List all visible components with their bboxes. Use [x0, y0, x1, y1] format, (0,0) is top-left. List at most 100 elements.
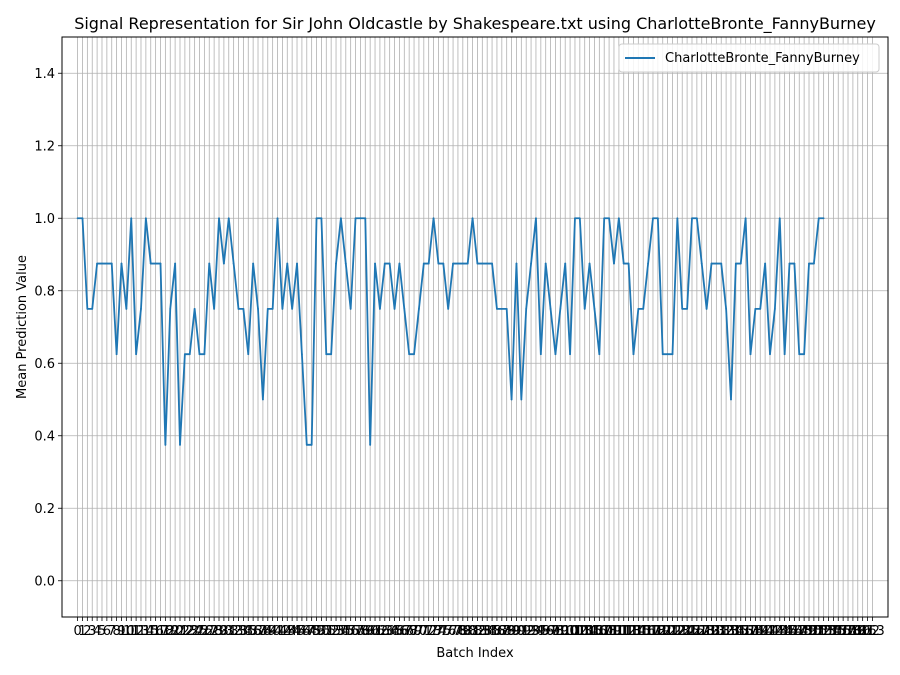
- x-tick-label: 123: [665, 624, 690, 639]
- data-point: [261, 398, 264, 401]
- data-point: [730, 398, 732, 401]
- x-tick-label: 24: [186, 624, 203, 639]
- x-tick-label: 60: [362, 624, 379, 639]
- x-tick-label: 12: [128, 624, 145, 639]
- x-tick-label: 160: [845, 624, 870, 639]
- data-point: [461, 262, 464, 265]
- data-point: [803, 353, 806, 356]
- data-point: [183, 353, 186, 356]
- x-tick-label: 77: [445, 624, 462, 639]
- data-point: [500, 307, 503, 310]
- data-point: [715, 262, 718, 265]
- data-point: [398, 262, 401, 265]
- x-tick-label: 125: [675, 624, 700, 639]
- data-point: [554, 353, 557, 356]
- data-point: [691, 217, 693, 220]
- x-tick-label: 40: [264, 624, 281, 639]
- data-point: [91, 307, 94, 310]
- x-tick-label: 142: [758, 624, 783, 639]
- x-tick-label: 124: [670, 624, 695, 639]
- data-point: [535, 217, 537, 220]
- data-point: [617, 217, 620, 220]
- x-tick-label: 97: [542, 624, 559, 639]
- x-tick-label: 46: [294, 624, 311, 639]
- data-point: [437, 262, 440, 265]
- data-point: [125, 307, 128, 310]
- x-gridlines: [77, 37, 873, 617]
- data-point: [86, 307, 89, 310]
- x-tick-label: 90: [508, 624, 525, 639]
- data-point: [749, 353, 752, 356]
- x-tick-label: 47: [299, 624, 316, 639]
- x-tick-label: 67: [396, 624, 413, 639]
- x-tick-label: 64: [381, 624, 398, 639]
- x-tick-label: 13: [133, 624, 150, 639]
- x-tick-label: 56: [342, 624, 359, 639]
- data-point: [773, 307, 776, 310]
- x-tick-label: 98: [547, 624, 564, 639]
- data-point: [466, 262, 469, 265]
- data-point: [198, 353, 201, 356]
- data-point: [164, 443, 167, 446]
- x-tick-label: 136: [728, 624, 753, 639]
- x-tick-label: 0: [73, 624, 81, 639]
- x-tick-label: 5: [98, 624, 106, 639]
- y-gridlines: [62, 72, 888, 582]
- data-point: [310, 443, 313, 446]
- x-tick-label: 45: [289, 624, 306, 639]
- data-point: [666, 353, 669, 356]
- x-tick-label: 115: [626, 624, 651, 639]
- x-tick-label: 127: [684, 624, 709, 639]
- data-point: [447, 307, 450, 310]
- data-point: [320, 217, 323, 220]
- x-tick-label: 95: [533, 624, 550, 639]
- x-tick-label: 150: [797, 624, 822, 639]
- data-point: [135, 353, 138, 356]
- x-tick-label: 20: [167, 624, 184, 639]
- series-layer: [76, 217, 825, 446]
- data-point: [442, 262, 445, 265]
- data-point: [671, 353, 674, 356]
- x-tick-label: 4: [93, 624, 101, 639]
- x-tick-label: 111: [606, 624, 631, 639]
- data-point: [637, 307, 640, 310]
- data-point: [349, 307, 352, 310]
- x-tick-label: 7: [108, 624, 116, 639]
- x-tick-label: 53: [328, 624, 345, 639]
- data-point: [110, 262, 113, 265]
- x-tick-label: 1: [78, 624, 86, 639]
- data-point: [788, 262, 791, 265]
- data-point: [476, 262, 479, 265]
- x-tick-label: 17: [152, 624, 169, 639]
- x-tick-label: 87: [494, 624, 511, 639]
- data-point: [510, 398, 513, 401]
- x-tick-label: 118: [641, 624, 666, 639]
- data-point: [520, 398, 523, 401]
- x-tick-label: 102: [563, 624, 588, 639]
- data-point: [369, 443, 372, 446]
- x-tick-label: 58: [352, 624, 369, 639]
- data-point: [700, 262, 703, 265]
- x-tick-label: 117: [636, 624, 661, 639]
- data-point: [754, 307, 757, 310]
- x-tick-label: 99: [552, 624, 569, 639]
- x-tick-label: 149: [792, 624, 817, 639]
- y-axis-ticks: 0.0 0.2 0.4 0.6 0.8 1.0 1.2 1.4: [34, 67, 62, 589]
- data-point: [608, 217, 610, 220]
- x-tick-label: 145: [772, 624, 797, 639]
- data-point: [315, 217, 318, 220]
- data-point: [340, 217, 342, 220]
- data-point: [301, 353, 303, 356]
- data-point: [559, 307, 562, 310]
- x-tick-label: 3: [88, 624, 96, 639]
- y-tick-label: 0.6: [34, 357, 55, 372]
- data-point: [793, 262, 796, 265]
- data-point: [174, 262, 177, 265]
- data-point: [759, 307, 762, 310]
- data-point: [252, 262, 255, 265]
- data-point: [374, 262, 376, 265]
- data-point: [739, 262, 742, 265]
- x-axis-ticks: 0123456789101112131415161718192021222324…: [73, 617, 885, 639]
- x-tick-label: 79: [455, 624, 472, 639]
- x-tick-label: 112: [611, 624, 636, 639]
